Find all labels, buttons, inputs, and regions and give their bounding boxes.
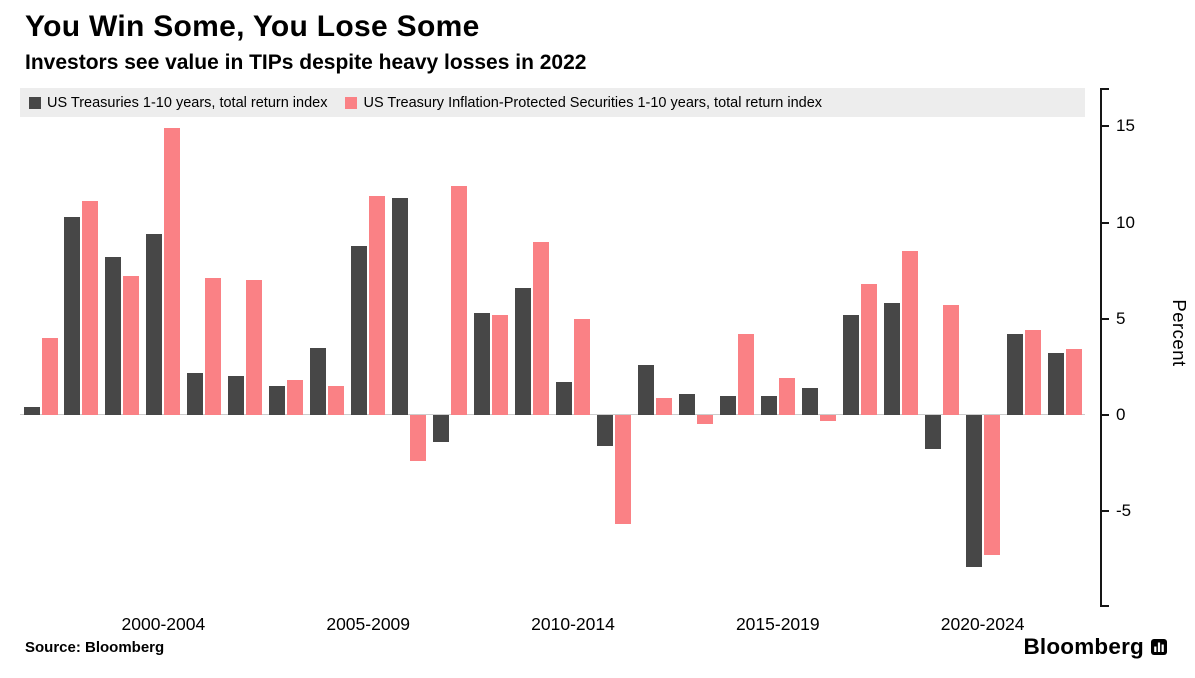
bar-tips-2022 bbox=[983, 414, 1000, 556]
legend-label-treasuries: US Treasuries 1-10 years, total return i… bbox=[47, 94, 328, 111]
bar-treasuries-2010 bbox=[474, 312, 491, 415]
bar-treasuries-2004 bbox=[228, 376, 245, 415]
bar-tips-2012 bbox=[574, 318, 590, 415]
bar-treasuries-2003 bbox=[187, 372, 204, 415]
source-note: Source: Bloomberg bbox=[25, 638, 165, 656]
bar-treasuries-2020 bbox=[883, 303, 900, 415]
y-axis-tick bbox=[1100, 125, 1109, 128]
x-axis-group-label: 2000-2004 bbox=[121, 614, 206, 634]
bar-tips-2003 bbox=[205, 278, 222, 415]
bar-tips-2020 bbox=[901, 251, 918, 415]
bar-tips-2002 bbox=[164, 128, 181, 415]
bar-treasuries-2018 bbox=[801, 387, 818, 415]
bar-treasuries-2005 bbox=[269, 385, 286, 415]
bloomberg-logo: Bloomberg bbox=[1023, 634, 1167, 660]
x-axis-labels: 2000-2004 2005-2009 2010-2014 2015-2019 2020… bbox=[20, 614, 1085, 640]
bar-chart: US Treasuries 1-10 years, total return i… bbox=[20, 88, 1190, 650]
y-axis-line bbox=[1100, 88, 1102, 607]
bar-tips-2019 bbox=[860, 284, 877, 415]
bar-treasuries-2019 bbox=[842, 314, 859, 415]
bar-treasuries-2002 bbox=[146, 234, 163, 415]
bar-treasuries-1999 bbox=[23, 407, 40, 415]
bar-treasuries-2012 bbox=[556, 382, 572, 415]
y-axis-title: Percent bbox=[1169, 299, 1190, 367]
y-tick-label: 10 bbox=[1116, 212, 1135, 232]
y-tick-label: -5 bbox=[1116, 500, 1132, 520]
y-axis-tick bbox=[1100, 509, 1109, 512]
y-tick-label: 5 bbox=[1116, 308, 1126, 328]
legend-item-tips: US Treasury Inflation-Protected Securiti… bbox=[345, 95, 822, 111]
zero-gridline bbox=[20, 414, 1085, 416]
x-axis-group-label: 2020-2024 bbox=[940, 614, 1025, 634]
x-axis-group-label: 2015-2019 bbox=[735, 614, 820, 634]
bar-treasuries-2000 bbox=[64, 216, 81, 415]
bar-treasuries-2007 bbox=[351, 245, 368, 415]
legend-swatch-tips-icon bbox=[345, 96, 358, 109]
bar-tips-1999 bbox=[41, 337, 58, 415]
bloomberg-wordmark: Bloomberg bbox=[1023, 634, 1144, 659]
y-tick-label: 15 bbox=[1116, 116, 1135, 136]
bar-tips-2008 bbox=[410, 414, 427, 461]
chart-subtitle: Investors see value in TIPs despite heav… bbox=[25, 51, 587, 74]
legend-label-tips: US Treasury Inflation-Protected Securiti… bbox=[363, 94, 823, 111]
bar-tips-2018 bbox=[819, 414, 836, 421]
footer: Source: Bloomberg Bloomberg bbox=[25, 630, 1167, 664]
bar-tips-2015 bbox=[696, 414, 713, 425]
legend-swatch-treasuries-icon bbox=[29, 96, 41, 109]
bar-tips-2004 bbox=[246, 280, 263, 415]
bar-treasuries-2001 bbox=[105, 257, 122, 415]
bar-treasuries-2014 bbox=[637, 364, 654, 415]
bar-tips-2000 bbox=[82, 201, 99, 415]
bloomberg-mark-icon bbox=[1151, 639, 1167, 655]
bar-tips-2009 bbox=[451, 186, 468, 415]
bar-tips-2006 bbox=[328, 385, 345, 415]
x-axis-group-label: 2010-2014 bbox=[531, 614, 615, 634]
bar-tips-2014 bbox=[655, 397, 672, 415]
y-axis-tick bbox=[1100, 317, 1109, 320]
bar-treasuries-2011 bbox=[515, 287, 531, 415]
bar-treasuries-2008 bbox=[392, 197, 409, 415]
bar-treasuries-2022 bbox=[965, 414, 982, 567]
x-axis-group-label: 2005-2009 bbox=[326, 614, 411, 634]
chart-title: You Win Some, You Lose Some bbox=[25, 10, 480, 43]
bar-treasuries-2023 bbox=[1006, 334, 1023, 415]
bar-tips-2010 bbox=[492, 314, 509, 415]
bar-treasuries-2013 bbox=[596, 414, 613, 446]
bar-tips-2007 bbox=[369, 195, 386, 415]
bar-treasuries-2021 bbox=[924, 414, 941, 450]
y-axis-tick bbox=[1100, 88, 1109, 90]
bar-tips-2024 bbox=[1065, 349, 1082, 415]
plot-area bbox=[20, 88, 1085, 607]
bar-tips-2023 bbox=[1024, 330, 1041, 415]
y-tick-label: 0 bbox=[1116, 404, 1126, 424]
bar-treasuries-2006 bbox=[310, 347, 327, 415]
chart-legend: US Treasuries 1-10 years, total return i… bbox=[20, 88, 1085, 117]
y-axis-tick bbox=[1100, 413, 1109, 416]
bar-treasuries-2016 bbox=[719, 395, 736, 415]
bar-tips-2001 bbox=[123, 276, 140, 415]
bar-treasuries-2017 bbox=[760, 395, 777, 415]
legend-item-treasuries: US Treasuries 1-10 years, total return i… bbox=[29, 95, 327, 111]
bar-tips-2017 bbox=[778, 378, 795, 415]
bar-treasuries-2015 bbox=[678, 393, 695, 415]
bar-tips-2021 bbox=[942, 305, 959, 415]
bar-tips-2011 bbox=[533, 241, 549, 415]
y-axis-tick bbox=[1100, 605, 1109, 607]
y-axis: 15 10 5 0 -5 bbox=[1100, 88, 1166, 607]
bar-tips-2013 bbox=[614, 414, 631, 525]
bar-tips-2005 bbox=[287, 380, 304, 415]
bar-treasuries-2024 bbox=[1047, 353, 1064, 415]
bar-tips-2016 bbox=[737, 334, 754, 415]
y-axis-tick bbox=[1100, 221, 1109, 224]
bar-treasuries-2009 bbox=[433, 414, 450, 442]
